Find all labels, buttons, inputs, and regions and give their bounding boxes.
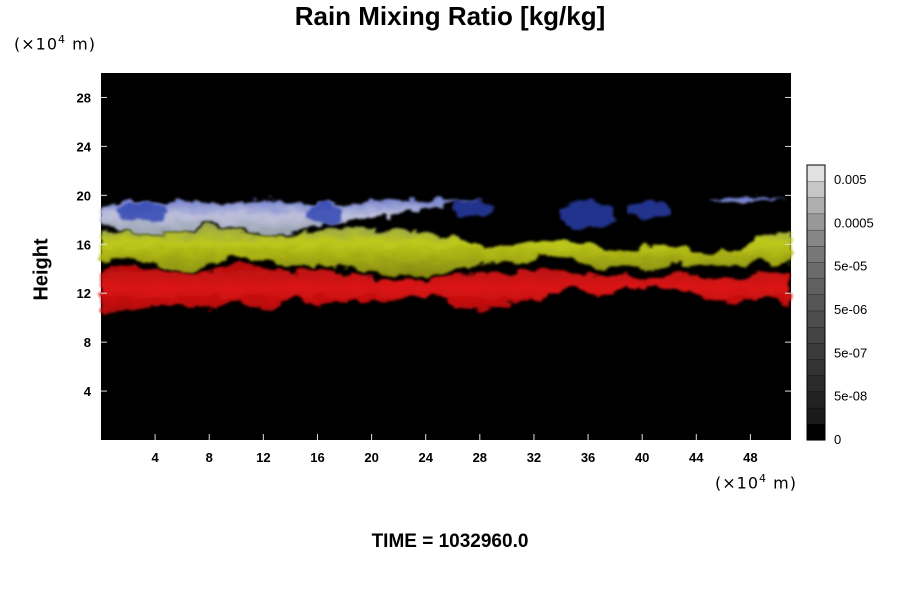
y-tick-label: 4 [84,384,92,399]
blue-patch-4 [452,200,494,218]
blue-patch-2 [114,202,169,223]
x-tick-label: 12 [256,450,270,465]
time-label: TIME = 1032960.0 [371,531,529,552]
colorbar-label: 0.0005 [834,215,874,230]
colorbar-swatch [806,164,826,182]
colorbar-label: 5e-08 [834,389,867,404]
layer-middle [101,224,791,277]
x-tick-label: 4 [152,450,160,465]
colorbar-swatch [806,197,826,215]
colorbar-swatch [806,310,826,328]
colorbar-label: 0 [834,432,841,447]
colorbar-label: 0.005 [834,172,867,187]
colorbar-swatch [806,278,826,295]
colorbar-label: 5e-07 [834,345,867,360]
x-tick-label: 20 [364,450,378,465]
colorbar-swatch [806,358,826,376]
field-layers [101,197,791,316]
colorbar-label: 5e-05 [834,259,867,274]
x-axis-unit: (×104 m) [715,472,797,493]
y-tick-label: 12 [77,286,91,301]
x-tick-label: 44 [689,450,704,465]
colorbar-swatch [806,261,826,279]
colorbar-swatch [806,407,826,425]
blue-patch-1 [628,200,670,220]
blue-patch-0 [561,200,616,230]
y-tick-label: 8 [84,335,91,350]
colorbar-label: 5e-06 [834,302,867,317]
x-tick-label: 40 [635,450,649,465]
x-tick-label: 8 [206,450,213,465]
colorbar-swatch [806,181,826,198]
chart-title: Rain Mixing Ratio [kg/kg] [294,1,606,31]
colorbar-swatch [806,423,826,441]
x-tick-label: 16 [310,450,324,465]
layer-upper [101,197,791,237]
x-tick-label: 32 [527,450,541,465]
y-tick-label: 28 [77,90,91,105]
x-tick-label: 28 [473,450,487,465]
colorbar-swatch [806,213,826,231]
colorbar-frame [806,164,826,441]
y-tick-label: 20 [77,188,91,203]
blue-patch-3 [303,202,345,225]
colorbar-swatch [806,342,826,360]
y-tick-label: 24 [77,139,92,154]
colorbar: 0.005 0.0005 5e-05 5e-06 5e-07 5e-08 0 [806,164,874,447]
colorbar-swatch [806,245,826,263]
layer-lower [101,261,791,316]
colorbar-swatch [806,294,826,312]
colorbar-swatch [806,375,826,393]
colorbar-swatch [806,229,826,247]
x-tick-label: 36 [581,450,595,465]
y-tick-label: 16 [77,237,91,252]
x-tick-label: 24 [418,450,433,465]
x-tick-label: 48 [743,450,757,465]
colorbar-swatch [806,391,826,409]
colorbar-swatch [806,326,826,344]
y-axis-unit: (×104 m) [14,33,96,54]
